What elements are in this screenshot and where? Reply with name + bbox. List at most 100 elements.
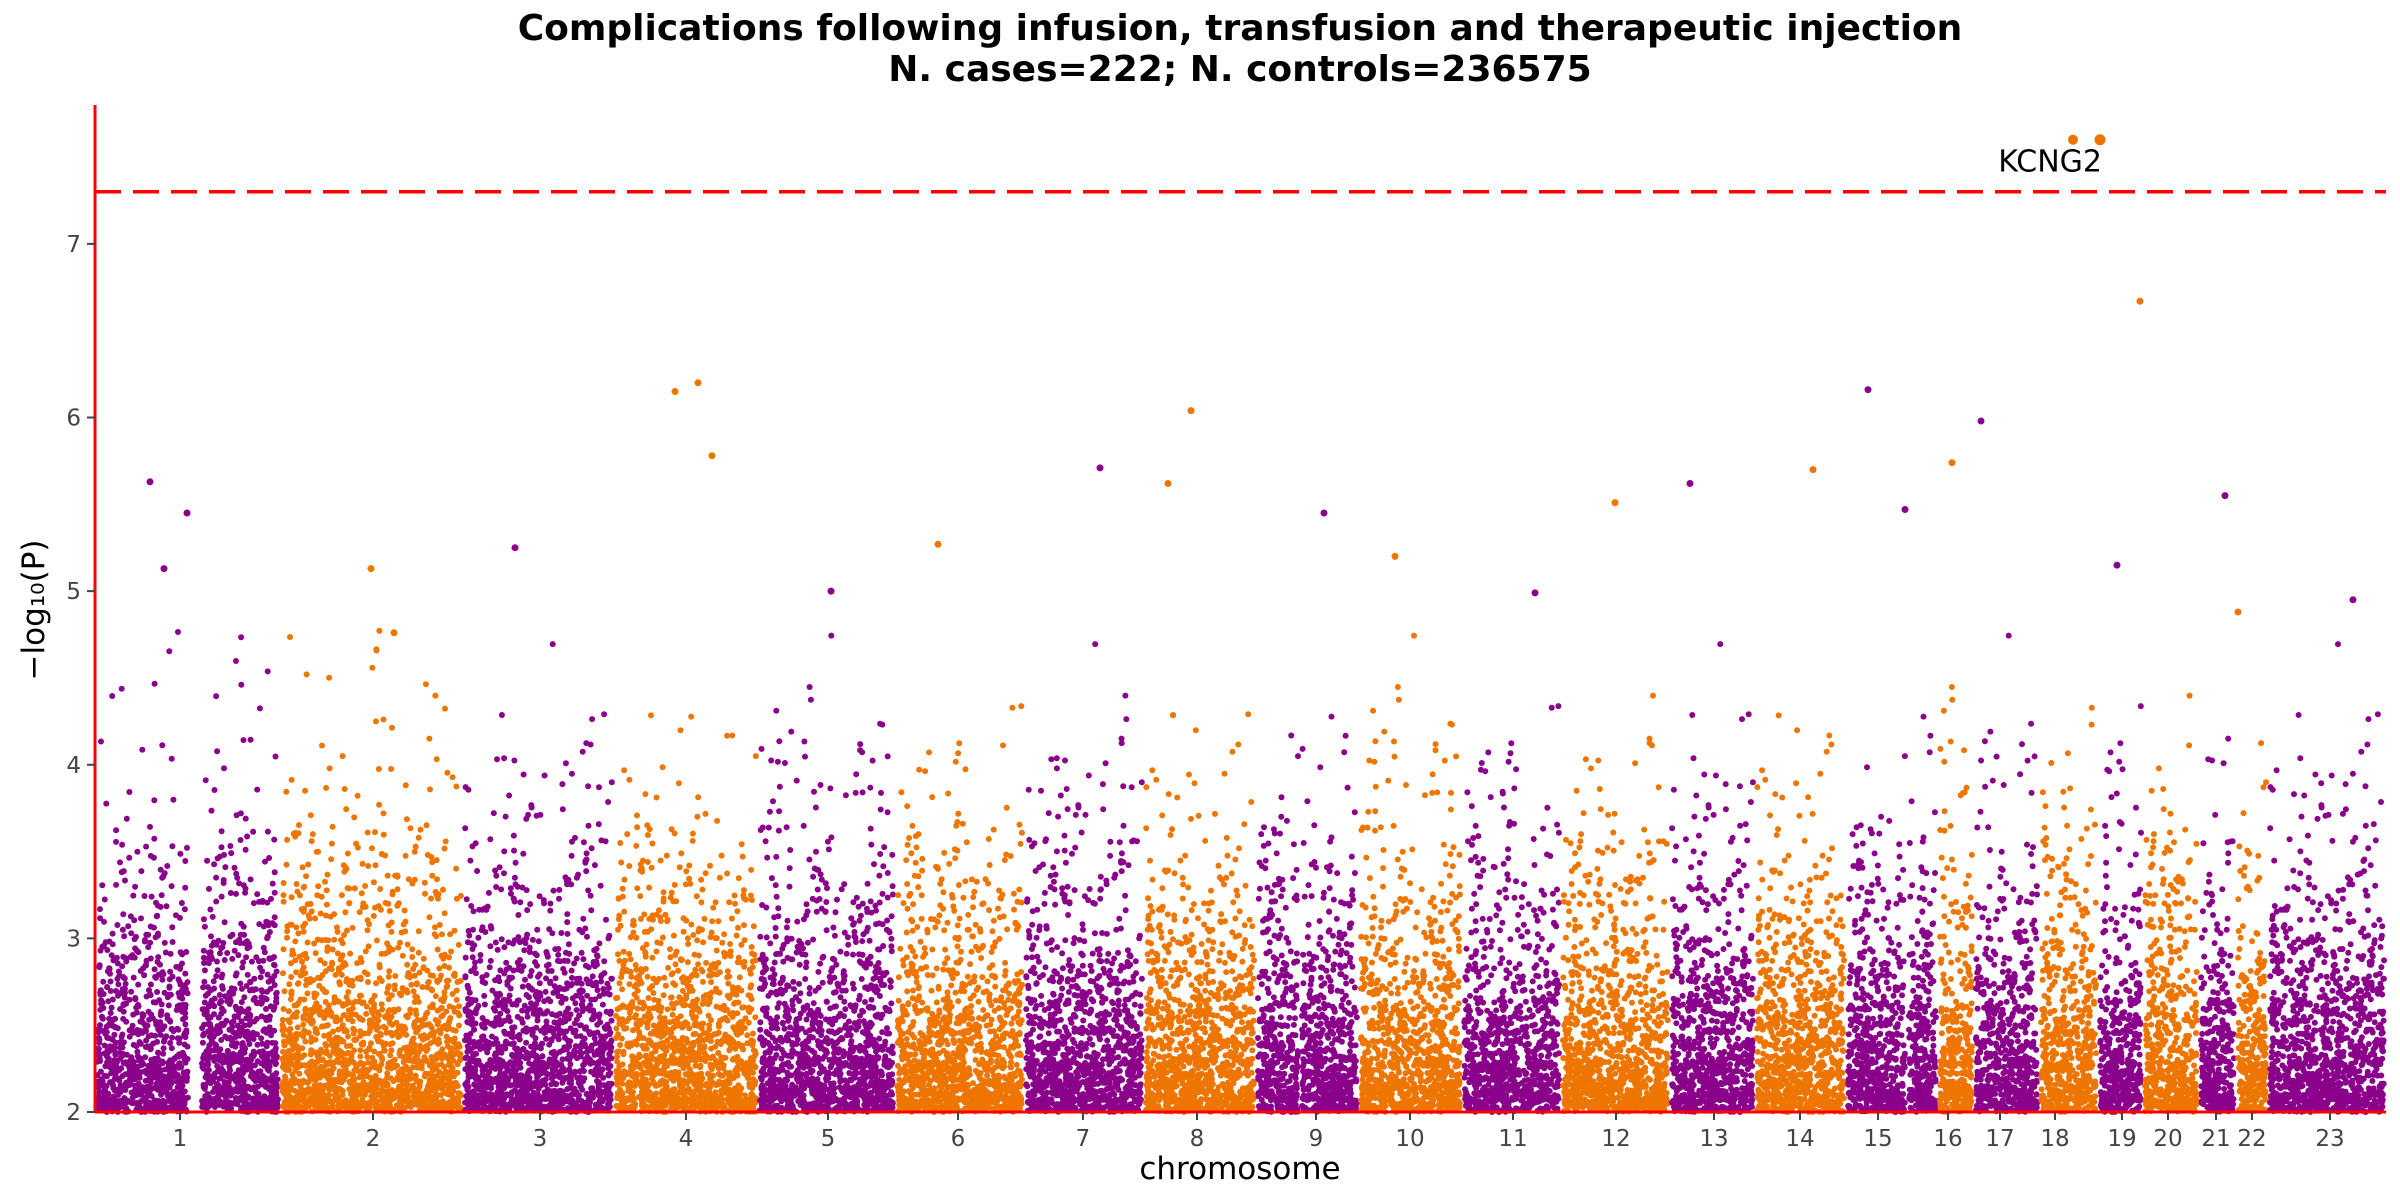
data-point	[260, 944, 267, 951]
data-point	[168, 1045, 175, 1052]
data-point	[261, 1026, 268, 1033]
data-point	[522, 976, 528, 983]
data-point	[603, 916, 609, 923]
data-point	[363, 1010, 370, 1017]
data-point	[418, 1017, 425, 1024]
data-point	[177, 981, 184, 988]
data-point	[407, 973, 414, 980]
data-point	[408, 1047, 415, 1054]
data-point	[494, 946, 501, 953]
data-point	[591, 862, 598, 869]
data-point	[505, 939, 512, 946]
data-point	[525, 1054, 532, 1061]
data-point	[449, 991, 456, 997]
data-point	[151, 797, 158, 804]
data-point	[221, 851, 227, 858]
data-point	[401, 907, 408, 914]
data-point	[526, 994, 532, 1001]
data-point	[127, 1098, 134, 1105]
data-point	[626, 950, 633, 957]
data-point	[599, 1066, 606, 1073]
data-point	[241, 1008, 248, 1015]
data-point	[448, 948, 455, 955]
data-point	[503, 959, 510, 966]
data-point	[271, 961, 277, 968]
data-point	[128, 988, 135, 995]
data-point	[555, 951, 562, 958]
data-point	[422, 1070, 429, 1077]
data-point	[166, 1017, 173, 1024]
data-point	[547, 1096, 554, 1103]
data-point	[589, 1085, 596, 1092]
data-point	[107, 1010, 114, 1016]
data-point	[257, 974, 264, 981]
data-point	[411, 1024, 418, 1031]
data-point	[169, 843, 176, 850]
data-point	[352, 1011, 359, 1018]
data-point	[227, 890, 234, 896]
data-point	[134, 1027, 141, 1033]
data-point	[118, 869, 125, 876]
data-point	[323, 1092, 330, 1099]
data-point	[441, 910, 448, 917]
data-point	[433, 933, 440, 940]
data-point	[318, 1046, 324, 1053]
data-point	[364, 1053, 371, 1060]
data-point	[104, 984, 111, 991]
data-point	[120, 953, 127, 960]
data-point	[114, 975, 121, 982]
data-point	[644, 973, 651, 980]
data-point	[514, 1013, 521, 1020]
data-point	[370, 1060, 377, 1066]
data-point	[143, 931, 150, 938]
data-point	[109, 1016, 116, 1023]
data-point	[380, 831, 387, 838]
data-point	[386, 908, 393, 914]
data-point	[206, 1042, 213, 1049]
data-point	[173, 1007, 180, 1013]
data-point	[416, 969, 423, 976]
data-point	[300, 964, 307, 971]
data-point	[409, 954, 416, 960]
data-point	[616, 912, 623, 919]
data-point	[169, 939, 176, 945]
data-point	[524, 1013, 531, 1020]
data-point	[360, 999, 367, 1006]
data-point	[349, 977, 356, 984]
data-point	[168, 883, 175, 890]
data-point	[533, 812, 540, 819]
data-point	[346, 1079, 353, 1086]
data-point	[521, 1087, 528, 1094]
data-point	[426, 1062, 433, 1069]
data-point	[462, 954, 469, 961]
data-point	[360, 903, 367, 910]
data-point	[591, 1051, 598, 1058]
data-point	[103, 800, 110, 807]
data-point	[584, 933, 590, 940]
data-point	[298, 906, 305, 913]
chart-title: Complications following infusion, transf…	[518, 8, 1963, 49]
data-point	[271, 954, 277, 960]
data-point	[222, 864, 229, 871]
data-point	[129, 952, 136, 959]
data-point	[438, 1078, 445, 1085]
data-point	[423, 822, 430, 829]
data-point	[492, 867, 499, 874]
data-point	[238, 999, 245, 1006]
data-point	[165, 1002, 172, 1009]
data-point	[409, 946, 416, 953]
data-point	[420, 955, 427, 962]
data-point	[573, 975, 580, 982]
data-point	[307, 1094, 314, 1101]
data-point	[464, 939, 471, 946]
data-point	[404, 941, 411, 948]
data-point	[264, 935, 271, 942]
data-point	[432, 692, 439, 699]
data-point	[368, 1040, 374, 1047]
data-point	[465, 1096, 472, 1102]
data-point	[254, 891, 261, 898]
data-point	[300, 923, 307, 930]
data-point	[464, 982, 471, 989]
data-point	[488, 1063, 495, 1070]
data-point	[151, 680, 158, 687]
